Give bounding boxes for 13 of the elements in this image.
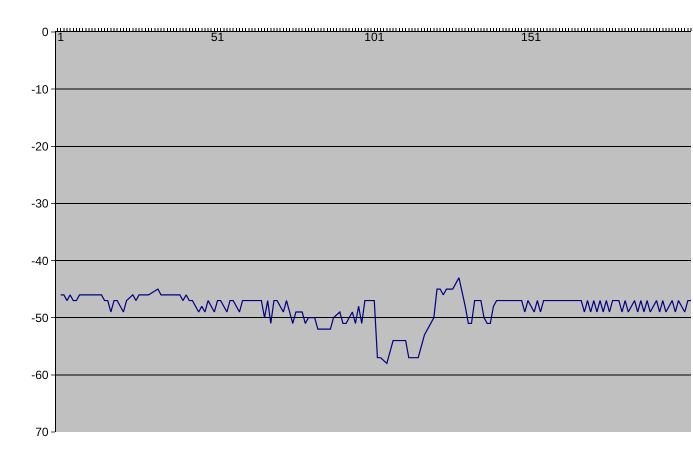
x-tick-label: 151 [521, 30, 542, 44]
y-tick-label: -40 [31, 254, 49, 268]
y-tick-label: -60 [31, 368, 49, 382]
y-tick-label: -10 [31, 82, 49, 96]
y-tick-label: 0 [42, 25, 49, 40]
y-tick-label: 70 [35, 425, 49, 440]
line-series [60, 277, 691, 364]
x-tick-label: 51 [210, 30, 224, 44]
x-tick-label: 101 [364, 30, 385, 44]
x-tick-label: 1 [57, 30, 64, 44]
y-tick-label: -20 [31, 139, 49, 154]
y-tick-label: -50 [31, 310, 49, 325]
y-tick-label: -30 [31, 196, 49, 211]
